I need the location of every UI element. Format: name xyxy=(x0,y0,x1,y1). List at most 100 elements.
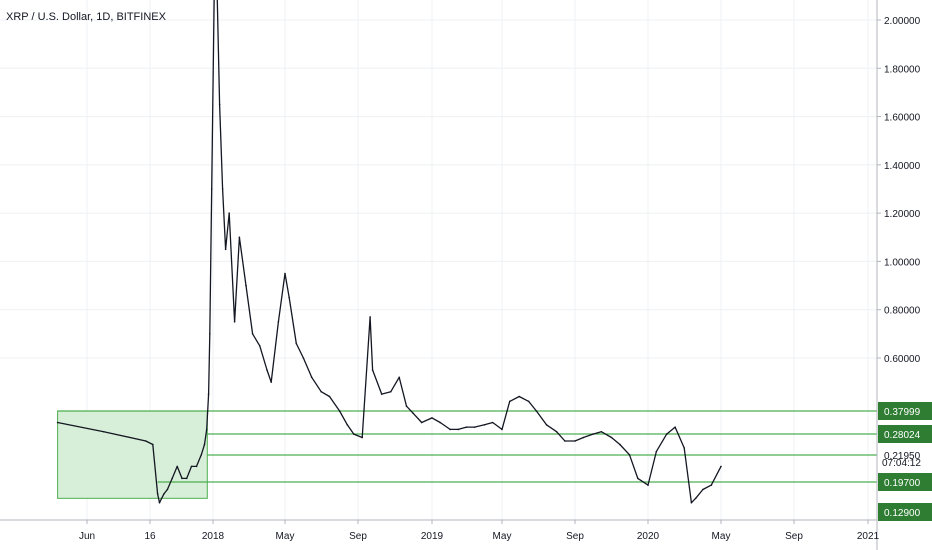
price-point-72 xyxy=(600,430,603,433)
price-point-30 xyxy=(259,345,261,347)
price-point-69 xyxy=(574,440,576,442)
chart-title: XRP / U.S. Dollar, 1D, BITFINEX xyxy=(6,11,166,23)
y-tick-label-2: 1.60000 xyxy=(884,113,921,124)
price-point-56 xyxy=(457,428,460,431)
x-tick-label-2: 2018 xyxy=(202,531,225,542)
price-point-86 xyxy=(720,465,722,468)
x-tick-label-5: 2019 xyxy=(421,531,444,542)
price-point-22 xyxy=(218,103,221,106)
price-point-2 xyxy=(145,440,147,442)
price-point-0 xyxy=(56,421,59,424)
level-badge-4 xyxy=(878,503,932,521)
y-tick-label-5: 1.00000 xyxy=(884,257,921,268)
price-point-17 xyxy=(207,393,210,395)
price-point-49 xyxy=(398,376,401,379)
price-point-34 xyxy=(284,272,286,275)
price-point-41 xyxy=(338,410,341,412)
price-point-23 xyxy=(221,188,224,190)
price-point-14 xyxy=(200,454,203,456)
price-point-26 xyxy=(233,320,236,323)
price-point-39 xyxy=(320,390,323,393)
price-point-47 xyxy=(380,393,383,395)
price-point-35 xyxy=(288,296,290,299)
price-point-54 xyxy=(439,421,441,424)
x-tick-label-8: 2020 xyxy=(637,531,660,542)
price-point-50 xyxy=(405,405,408,407)
price-point-71 xyxy=(592,433,594,435)
price-point-36 xyxy=(295,342,298,345)
price-point-42 xyxy=(346,424,349,426)
price-point-43 xyxy=(353,433,355,435)
price-point-16 xyxy=(205,428,208,431)
price-point-64 xyxy=(527,400,530,403)
x-tick-label-10: Sep xyxy=(785,531,803,542)
y-tick-label-0: 2.00000 xyxy=(884,16,921,27)
price-point-67 xyxy=(555,430,558,433)
level-label-0: 0.37999 xyxy=(884,407,921,418)
level-badge-1 xyxy=(878,425,932,443)
price-point-10 xyxy=(181,477,183,480)
y-tick-label-6: 0.80000 xyxy=(884,306,921,317)
price-point-60 xyxy=(491,421,494,424)
price-point-45 xyxy=(369,316,371,318)
level-label-2: 0.21950 xyxy=(884,451,921,462)
range-box xyxy=(57,410,208,499)
price-point-40 xyxy=(328,395,331,398)
price-point-27 xyxy=(238,236,241,239)
x-tick-label-4: Sep xyxy=(349,531,367,542)
price-point-62 xyxy=(508,400,511,403)
x-tick-label-7: Sep xyxy=(566,531,584,542)
price-point-57 xyxy=(465,426,468,428)
price-point-77 xyxy=(647,484,649,486)
level-label-1: 0.28024 xyxy=(884,430,921,441)
price-point-73 xyxy=(610,436,613,439)
price-point-13 xyxy=(195,465,198,468)
price-point-46 xyxy=(371,369,374,371)
price-point-8 xyxy=(171,477,173,480)
price-point-19 xyxy=(210,188,213,190)
level-label-3: 0.19700 xyxy=(884,478,921,489)
x-tick-label-11: 2021 xyxy=(857,531,880,542)
price-point-76 xyxy=(637,477,639,480)
price-point-59 xyxy=(483,424,486,426)
price-point-51 xyxy=(412,412,414,415)
x-tick-label-6: May xyxy=(493,531,512,542)
x-tick-label-1: 16 xyxy=(144,531,156,542)
price-point-63 xyxy=(518,395,521,398)
price-point-9 xyxy=(176,465,179,468)
price-point-75 xyxy=(628,454,631,456)
price-point-11 xyxy=(185,477,188,480)
price-point-82 xyxy=(690,501,693,504)
price-point-68 xyxy=(564,440,566,442)
price-point-61 xyxy=(501,428,503,431)
y-tick-label-4: 1.20000 xyxy=(884,209,921,220)
price-point-24 xyxy=(224,248,227,251)
y-tick-label-3: 1.40000 xyxy=(884,161,921,172)
price-point-6 xyxy=(163,493,165,495)
price-point-32 xyxy=(270,381,273,383)
price-point-33 xyxy=(277,320,280,323)
price-point-12 xyxy=(190,465,193,468)
price-point-3 xyxy=(152,443,154,446)
price-point-38 xyxy=(310,376,313,379)
price-point-74 xyxy=(619,443,621,446)
price-point-52 xyxy=(420,421,423,424)
price-point-78 xyxy=(655,450,658,453)
y-tick-label-1: 1.80000 xyxy=(884,64,921,75)
price-point-79 xyxy=(665,433,668,435)
price-point-15 xyxy=(203,443,206,446)
price-point-84 xyxy=(702,488,704,491)
price-point-53 xyxy=(431,417,433,419)
x-tick-label-9: May xyxy=(712,531,731,542)
price-point-31 xyxy=(266,369,268,371)
price-point-55 xyxy=(449,428,451,431)
price-point-70 xyxy=(582,436,585,439)
price-point-44 xyxy=(361,436,364,439)
price-point-1 xyxy=(103,430,105,433)
price-point-83 xyxy=(694,497,697,500)
price-point-29 xyxy=(251,333,254,335)
y-tick-label-7: 0.60000 xyxy=(884,354,921,365)
price-point-66 xyxy=(545,424,548,426)
